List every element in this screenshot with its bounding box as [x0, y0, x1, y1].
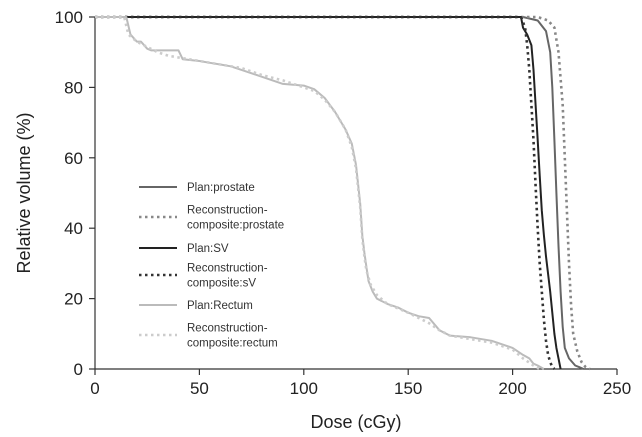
- x-tick-label: 200: [498, 379, 526, 398]
- series-line-1: [95, 15, 591, 371]
- legend-label-1: Reconstruction-composite:prostate: [187, 205, 284, 232]
- series-layer: [95, 15, 591, 371]
- axes: 0 50 100 150 200 250 0 20 40 60 80 100: [55, 8, 632, 398]
- x-ticks: 0 50 100 150 200 250: [90, 369, 631, 398]
- y-tick-label: 0: [74, 360, 83, 379]
- x-tick-label: 250: [603, 379, 631, 398]
- legend-label-4: Plan:Rectum: [187, 300, 253, 312]
- y-tick-label: 100: [55, 8, 83, 27]
- y-tick-label: 40: [64, 219, 83, 238]
- y-axis-title: Relative volume (%): [14, 112, 34, 273]
- legend-label-2: Plan:SV: [187, 243, 229, 255]
- x-tick-label: 100: [290, 379, 318, 398]
- series-line-5: [95, 15, 541, 371]
- y-tick-label: 80: [64, 78, 83, 97]
- x-tick-label: 50: [190, 379, 209, 398]
- legend: Plan:prostate Reconstruction-composite:pr…: [139, 182, 284, 350]
- legend-label-0: Plan:prostate: [187, 182, 255, 194]
- series-line-0: [95, 16, 584, 370]
- y-ticks: 0 20 40 60 80 100: [55, 8, 95, 379]
- legend-label-5: Reconstruction-composite:rectum: [187, 323, 278, 350]
- series-line-3: [95, 15, 556, 370]
- x-axis-title: Dose (cGy): [310, 412, 401, 432]
- y-tick-label: 20: [64, 290, 83, 309]
- legend-label-3: Reconstruction-composite:sV: [187, 263, 268, 290]
- y-tick-label: 60: [64, 149, 83, 168]
- x-tick-label: 0: [90, 379, 99, 398]
- series-line-2: [95, 16, 562, 370]
- series-line-4: [95, 16, 545, 370]
- x-tick-label: 150: [394, 379, 422, 398]
